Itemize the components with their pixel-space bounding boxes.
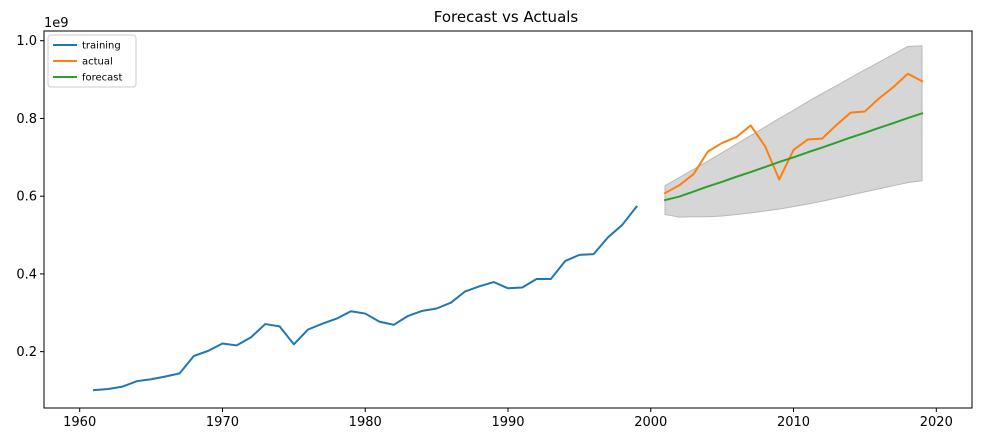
axes-layer: 1960 1970 1980 1990 2000 2010 2020 0.2 0.4 0.6 0.8… bbox=[16, 30, 973, 430]
confidence-band bbox=[664, 45, 923, 218]
y-axis-offset-label: 1e9 bbox=[44, 16, 69, 31]
series-line-actual bbox=[663, 72, 924, 195]
x-tick-label: 1980 bbox=[349, 415, 382, 430]
x-tick-label: 2000 bbox=[634, 415, 667, 430]
confidence-band-layer bbox=[664, 45, 923, 218]
series-line-forecast bbox=[663, 112, 924, 202]
x-tick-label: 1960 bbox=[63, 415, 96, 430]
series-line-training bbox=[92, 205, 638, 392]
legend-label-training: training bbox=[82, 41, 121, 52]
legend: training actual forecast bbox=[47, 34, 137, 88]
legend-label-forecast: forecast bbox=[82, 73, 123, 84]
y-tick-label: 0.2 bbox=[16, 345, 37, 360]
legend-label-actual: actual bbox=[82, 57, 113, 68]
x-tick-label: 2020 bbox=[920, 415, 953, 430]
x-tick-label: 1970 bbox=[206, 415, 239, 430]
series-lines-layer bbox=[92, 72, 924, 392]
legend-box bbox=[47, 34, 137, 88]
chart-title: Forecast vs Actuals bbox=[434, 8, 579, 26]
x-tick-label: 2010 bbox=[777, 415, 810, 430]
y-tick-label: 1.0 bbox=[16, 34, 37, 49]
y-tick-label: 0.8 bbox=[16, 112, 37, 127]
x-tick-label: 1990 bbox=[491, 415, 524, 430]
y-tick-label: 0.6 bbox=[16, 190, 37, 205]
y-tick-label: 0.4 bbox=[16, 267, 37, 282]
